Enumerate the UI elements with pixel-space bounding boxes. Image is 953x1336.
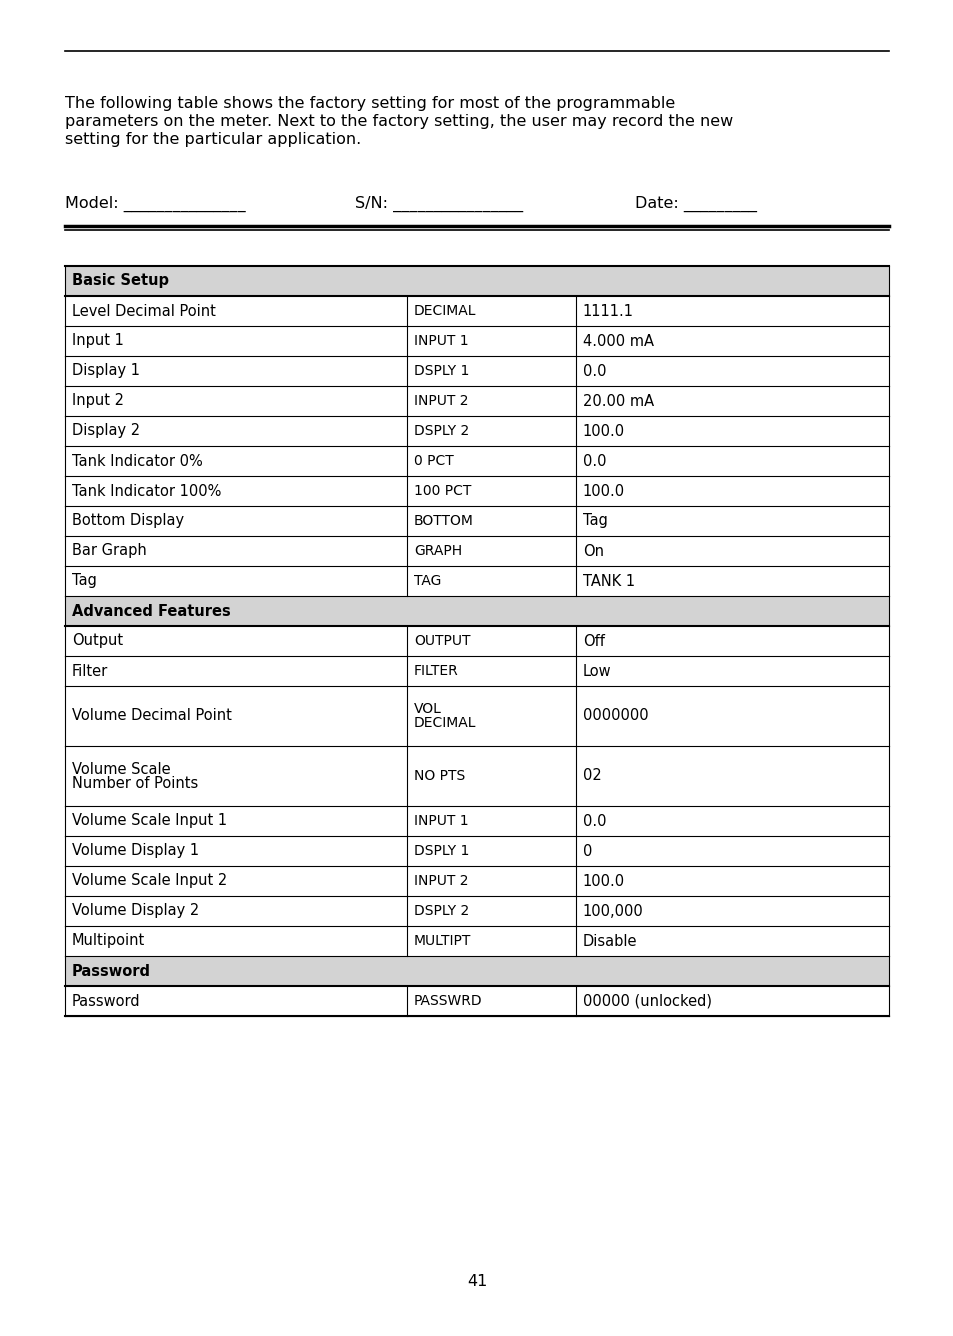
Text: TANK 1: TANK 1 xyxy=(582,573,635,588)
Text: DSPLY 2: DSPLY 2 xyxy=(414,424,469,438)
Text: Number of Points: Number of Points xyxy=(71,775,198,791)
Text: 0.0: 0.0 xyxy=(582,363,606,378)
Text: Advanced Features: Advanced Features xyxy=(71,604,231,619)
Text: Tank Indicator 100%: Tank Indicator 100% xyxy=(71,484,221,498)
Text: parameters on the meter. Next to the factory setting, the user may record the ne: parameters on the meter. Next to the fac… xyxy=(65,114,733,130)
Text: 20.00 mA: 20.00 mA xyxy=(582,394,654,409)
Text: Volume Scale Input 1: Volume Scale Input 1 xyxy=(71,814,227,828)
Text: 100.0: 100.0 xyxy=(582,874,624,888)
Text: Date: _________: Date: _________ xyxy=(635,196,757,212)
Bar xyxy=(65,266,888,297)
Text: Bottom Display: Bottom Display xyxy=(71,513,184,529)
Text: OUTPUT: OUTPUT xyxy=(414,635,470,648)
Text: setting for the particular application.: setting for the particular application. xyxy=(65,132,361,147)
Text: 0.0: 0.0 xyxy=(582,453,606,469)
Text: Tag: Tag xyxy=(582,513,607,529)
Text: Filter: Filter xyxy=(71,664,108,679)
Text: BOTTOM: BOTTOM xyxy=(414,514,474,528)
Text: 0000000: 0000000 xyxy=(582,708,648,724)
Text: INPUT 2: INPUT 2 xyxy=(414,394,468,407)
Text: The following table shows the factory setting for most of the programmable: The following table shows the factory se… xyxy=(65,96,675,111)
Text: 0.0: 0.0 xyxy=(582,814,606,828)
Text: Model: _______________: Model: _______________ xyxy=(65,196,245,212)
Text: 02: 02 xyxy=(582,768,601,783)
Text: Volume Scale: Volume Scale xyxy=(71,762,171,776)
Text: FILTER: FILTER xyxy=(414,664,458,677)
Text: 100,000: 100,000 xyxy=(582,903,643,919)
Text: PASSWRD: PASSWRD xyxy=(414,994,482,1007)
Text: Level Decimal Point: Level Decimal Point xyxy=(71,303,215,318)
Text: 0: 0 xyxy=(582,843,592,859)
Text: Off: Off xyxy=(582,633,604,648)
Text: DECIMAL: DECIMAL xyxy=(414,305,476,318)
Text: Password: Password xyxy=(71,963,151,978)
Text: Volume Display 2: Volume Display 2 xyxy=(71,903,199,919)
Text: 100.0: 100.0 xyxy=(582,484,624,498)
Text: Output: Output xyxy=(71,633,123,648)
Text: MULTIPT: MULTIPT xyxy=(414,934,471,949)
Text: INPUT 1: INPUT 1 xyxy=(414,814,468,828)
Text: Tag: Tag xyxy=(71,573,97,588)
Bar xyxy=(65,957,888,986)
Text: Input 2: Input 2 xyxy=(71,394,124,409)
Text: Input 1: Input 1 xyxy=(71,334,124,349)
Text: Display 2: Display 2 xyxy=(71,424,140,438)
Text: Volume Decimal Point: Volume Decimal Point xyxy=(71,708,232,724)
Text: DSPLY 1: DSPLY 1 xyxy=(414,844,469,858)
Text: Tank Indicator 0%: Tank Indicator 0% xyxy=(71,453,203,469)
Text: 0 PCT: 0 PCT xyxy=(414,454,454,468)
Text: DECIMAL: DECIMAL xyxy=(414,716,476,729)
Text: INPUT 2: INPUT 2 xyxy=(414,874,468,888)
Text: NO PTS: NO PTS xyxy=(414,770,465,783)
Text: Volume Scale Input 2: Volume Scale Input 2 xyxy=(71,874,227,888)
Bar xyxy=(65,596,888,627)
Text: Basic Setup: Basic Setup xyxy=(71,274,169,289)
Text: Multipoint: Multipoint xyxy=(71,934,145,949)
Text: DSPLY 1: DSPLY 1 xyxy=(414,363,469,378)
Text: Low: Low xyxy=(582,664,611,679)
Text: 41: 41 xyxy=(466,1273,487,1288)
Text: 100.0: 100.0 xyxy=(582,424,624,438)
Text: TAG: TAG xyxy=(414,574,441,588)
Text: GRAPH: GRAPH xyxy=(414,544,461,558)
Text: Volume Display 1: Volume Display 1 xyxy=(71,843,199,859)
Text: Display 1: Display 1 xyxy=(71,363,140,378)
Text: Password: Password xyxy=(71,994,140,1009)
Text: 4.000 mA: 4.000 mA xyxy=(582,334,653,349)
Text: Disable: Disable xyxy=(582,934,637,949)
Text: INPUT 1: INPUT 1 xyxy=(414,334,468,347)
Text: 00000 (unlocked): 00000 (unlocked) xyxy=(582,994,711,1009)
Text: S/N: ________________: S/N: ________________ xyxy=(355,196,522,212)
Text: 1111.1: 1111.1 xyxy=(582,303,633,318)
Text: 100 PCT: 100 PCT xyxy=(414,484,471,498)
Text: On: On xyxy=(582,544,603,558)
Text: Bar Graph: Bar Graph xyxy=(71,544,147,558)
Text: VOL: VOL xyxy=(414,701,441,716)
Text: DSPLY 2: DSPLY 2 xyxy=(414,904,469,918)
